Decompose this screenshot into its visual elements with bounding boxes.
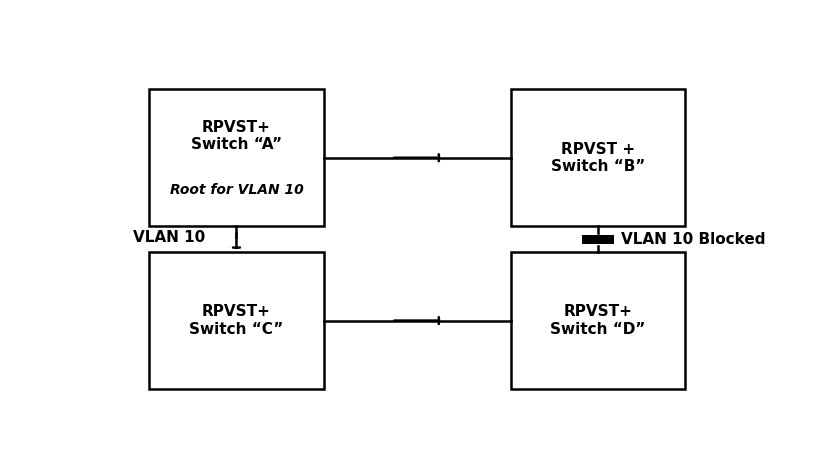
Text: RPVST+
Switch “D”: RPVST+ Switch “D” — [551, 305, 646, 337]
Text: RPVST+
Switch “A”: RPVST+ Switch “A” — [191, 120, 282, 152]
Text: RPVST +
Switch “B”: RPVST + Switch “B” — [551, 141, 646, 174]
Text: VLAN 10: VLAN 10 — [133, 230, 206, 245]
Bar — [511, 252, 685, 389]
Text: Root for VLAN 10: Root for VLAN 10 — [170, 183, 303, 197]
Text: RPVST+
Switch “C”: RPVST+ Switch “C” — [189, 305, 284, 337]
Bar — [149, 89, 323, 227]
Text: VLAN 10 Blocked: VLAN 10 Blocked — [621, 232, 765, 247]
Bar — [511, 89, 685, 227]
Bar — [581, 235, 614, 243]
Bar — [149, 252, 323, 389]
